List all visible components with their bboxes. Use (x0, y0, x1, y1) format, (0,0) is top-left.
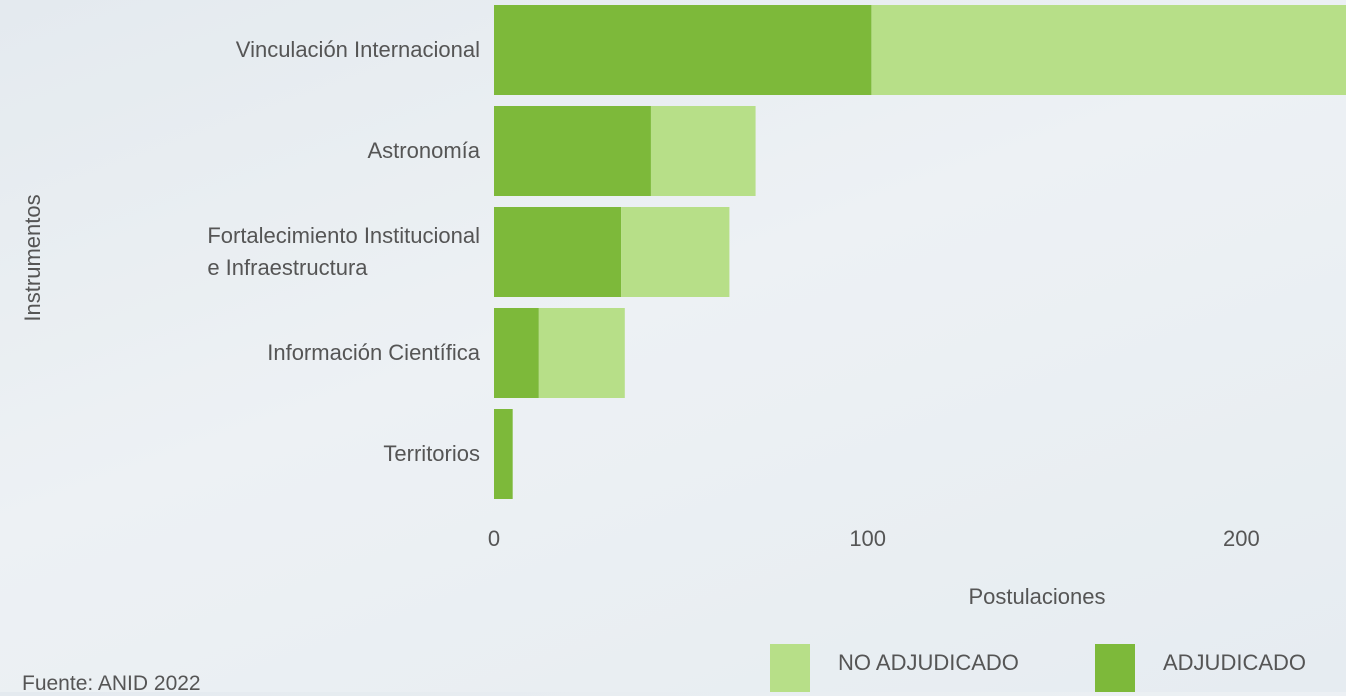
x-tick-label: 0 (488, 526, 500, 551)
bar-segment (494, 308, 539, 398)
legend-swatch (1095, 644, 1135, 692)
category-text: Vinculación Internacional (235, 37, 480, 63)
y-tick-label: Astronomía (368, 106, 481, 196)
bar-segment (538, 308, 625, 398)
bar-segment (650, 106, 756, 196)
category-text: Fortalecimiento Institucional e Infraest… (207, 223, 480, 280)
legend-label: NO ADJUDICADO (838, 650, 1019, 675)
y-axis-title: Instrumentos (20, 194, 45, 321)
bar-segment (494, 207, 622, 297)
category-text: Territorios (383, 441, 480, 467)
source-note: Fuente: ANID 2022 (22, 672, 201, 695)
y-tick-label: Territorios (383, 409, 480, 499)
bar-segment (494, 5, 872, 95)
legend-swatch (770, 644, 810, 692)
x-axis-title: Postulaciones (969, 584, 1106, 609)
y-tick-label: Vinculación Internacional (236, 5, 480, 95)
x-tick-label: 200 (1223, 526, 1260, 551)
bar-segment (871, 5, 1346, 95)
bar-segment (621, 207, 730, 297)
category-text: Astronomía (367, 138, 481, 164)
y-tick-label: Fortalecimiento Institucional e Infraest… (207, 207, 480, 297)
legend-label: ADJUDICADO (1163, 650, 1306, 675)
bar-segment (494, 409, 513, 499)
category-text: Información Científica (267, 340, 480, 366)
bar-segment (494, 106, 651, 196)
x-tick-label: 100 (849, 526, 886, 551)
y-tick-label: Información Científica (267, 308, 480, 398)
